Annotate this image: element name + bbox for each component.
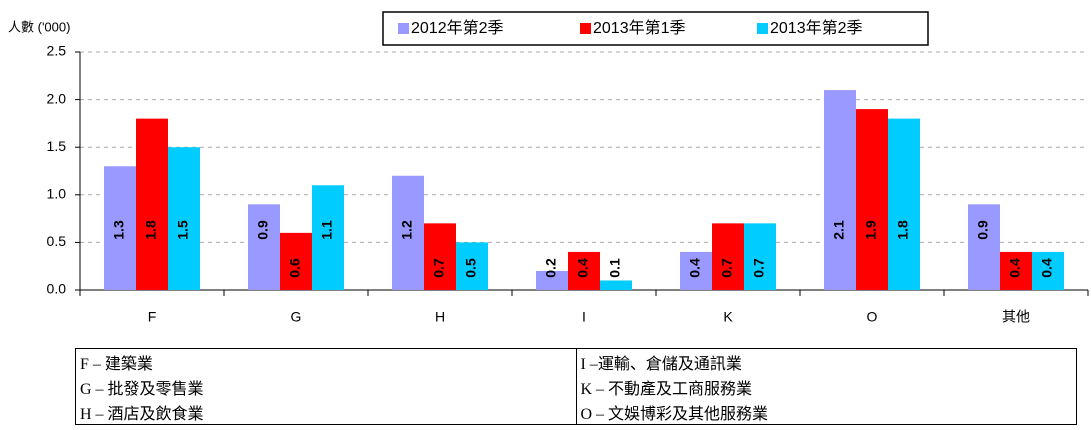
bar: [456, 242, 488, 290]
legend-label: 2013年第2季: [770, 19, 863, 37]
bar: [392, 175, 424, 290]
data-label: 1.1: [319, 220, 335, 240]
x-tick-label: H: [435, 309, 445, 325]
x-tick-label: 其他: [1002, 309, 1030, 325]
note: H – 酒店及飲食業: [75, 399, 577, 425]
data-label: 1.9: [863, 220, 879, 240]
bar: [536, 270, 568, 290]
data-label: 2.1: [831, 220, 847, 240]
legend-swatch: [757, 23, 768, 34]
data-label: 0.1: [607, 258, 623, 278]
data-label: 0.7: [431, 258, 447, 278]
bar: [600, 280, 632, 290]
x-tick-label: F: [148, 309, 157, 325]
x-tick-label: O: [867, 309, 878, 325]
data-label: 1.8: [143, 220, 159, 240]
note: G – 批發及零售業: [75, 374, 577, 399]
data-label: 0.9: [255, 220, 271, 240]
y-tick-label: 2.5: [47, 43, 67, 59]
y-tick-label: 0.0: [47, 281, 67, 297]
data-label: 0.2: [543, 258, 559, 278]
note: K – 不動產及工商服務業: [575, 374, 1077, 399]
bar: [968, 204, 1000, 290]
x-tick-label: I: [582, 309, 586, 325]
bar: [1032, 251, 1064, 290]
bar: [136, 118, 168, 290]
legend-box: [382, 11, 929, 46]
data-label: 0.4: [1007, 258, 1023, 278]
notes-table: F – 建築業 I –運輸、倉儲及通訊業 G – 批發及零售業 K – 不動產及工商…: [75, 348, 1077, 425]
bar: [280, 232, 312, 290]
chart: 人數 ('000) 0.0 0.5 1.0 1.5 2.0 2.5 F 1.3 1.8 1.5 G 0…: [8, 11, 1089, 325]
bar: [424, 223, 456, 290]
bar: [104, 166, 136, 290]
bar: [744, 223, 776, 290]
bar: [712, 223, 744, 290]
data-label: 1.2: [399, 220, 415, 240]
data-label: 0.6: [287, 258, 303, 278]
data-label: 0.9: [975, 220, 991, 240]
x-tick-label: G: [291, 309, 302, 325]
legend-label: 2013年第1季: [593, 19, 686, 37]
legend-swatch: [580, 23, 591, 34]
y-tick-label: 0.5: [47, 233, 67, 249]
data-label: 1.8: [895, 220, 911, 240]
data-label: 1.5: [175, 220, 191, 240]
x-tick-label: K: [723, 309, 733, 325]
data-label: 1.3: [111, 220, 127, 240]
bar: [248, 204, 280, 290]
bar: [568, 251, 600, 290]
bar: [680, 251, 712, 290]
legend-swatch: [398, 23, 409, 34]
note: I –運輸、倉儲及通訊業: [575, 348, 1077, 374]
data-label: 0.4: [575, 258, 591, 278]
bar: [312, 185, 344, 290]
data-label: 0.7: [719, 258, 735, 278]
bar: [888, 118, 920, 290]
data-label: 0.5: [463, 258, 479, 278]
note: F – 建築業: [75, 348, 577, 374]
y-tick-label: 1.0: [47, 186, 67, 202]
note: O – 文娛博彩及其他服務業: [575, 399, 1077, 425]
y-tick-label: 1.5: [47, 138, 67, 154]
bar: [168, 147, 200, 290]
data-label: 0.4: [1039, 258, 1055, 278]
data-label: 0.7: [751, 258, 767, 278]
bar: [824, 90, 856, 290]
data-label: 0.4: [687, 258, 703, 278]
y-axis-title: 人數 ('000): [8, 19, 70, 34]
bar: [1000, 251, 1032, 290]
y-tick-label: 2.0: [47, 90, 67, 106]
bar: [856, 109, 888, 291]
legend-label: 2012年第2季: [411, 19, 504, 37]
